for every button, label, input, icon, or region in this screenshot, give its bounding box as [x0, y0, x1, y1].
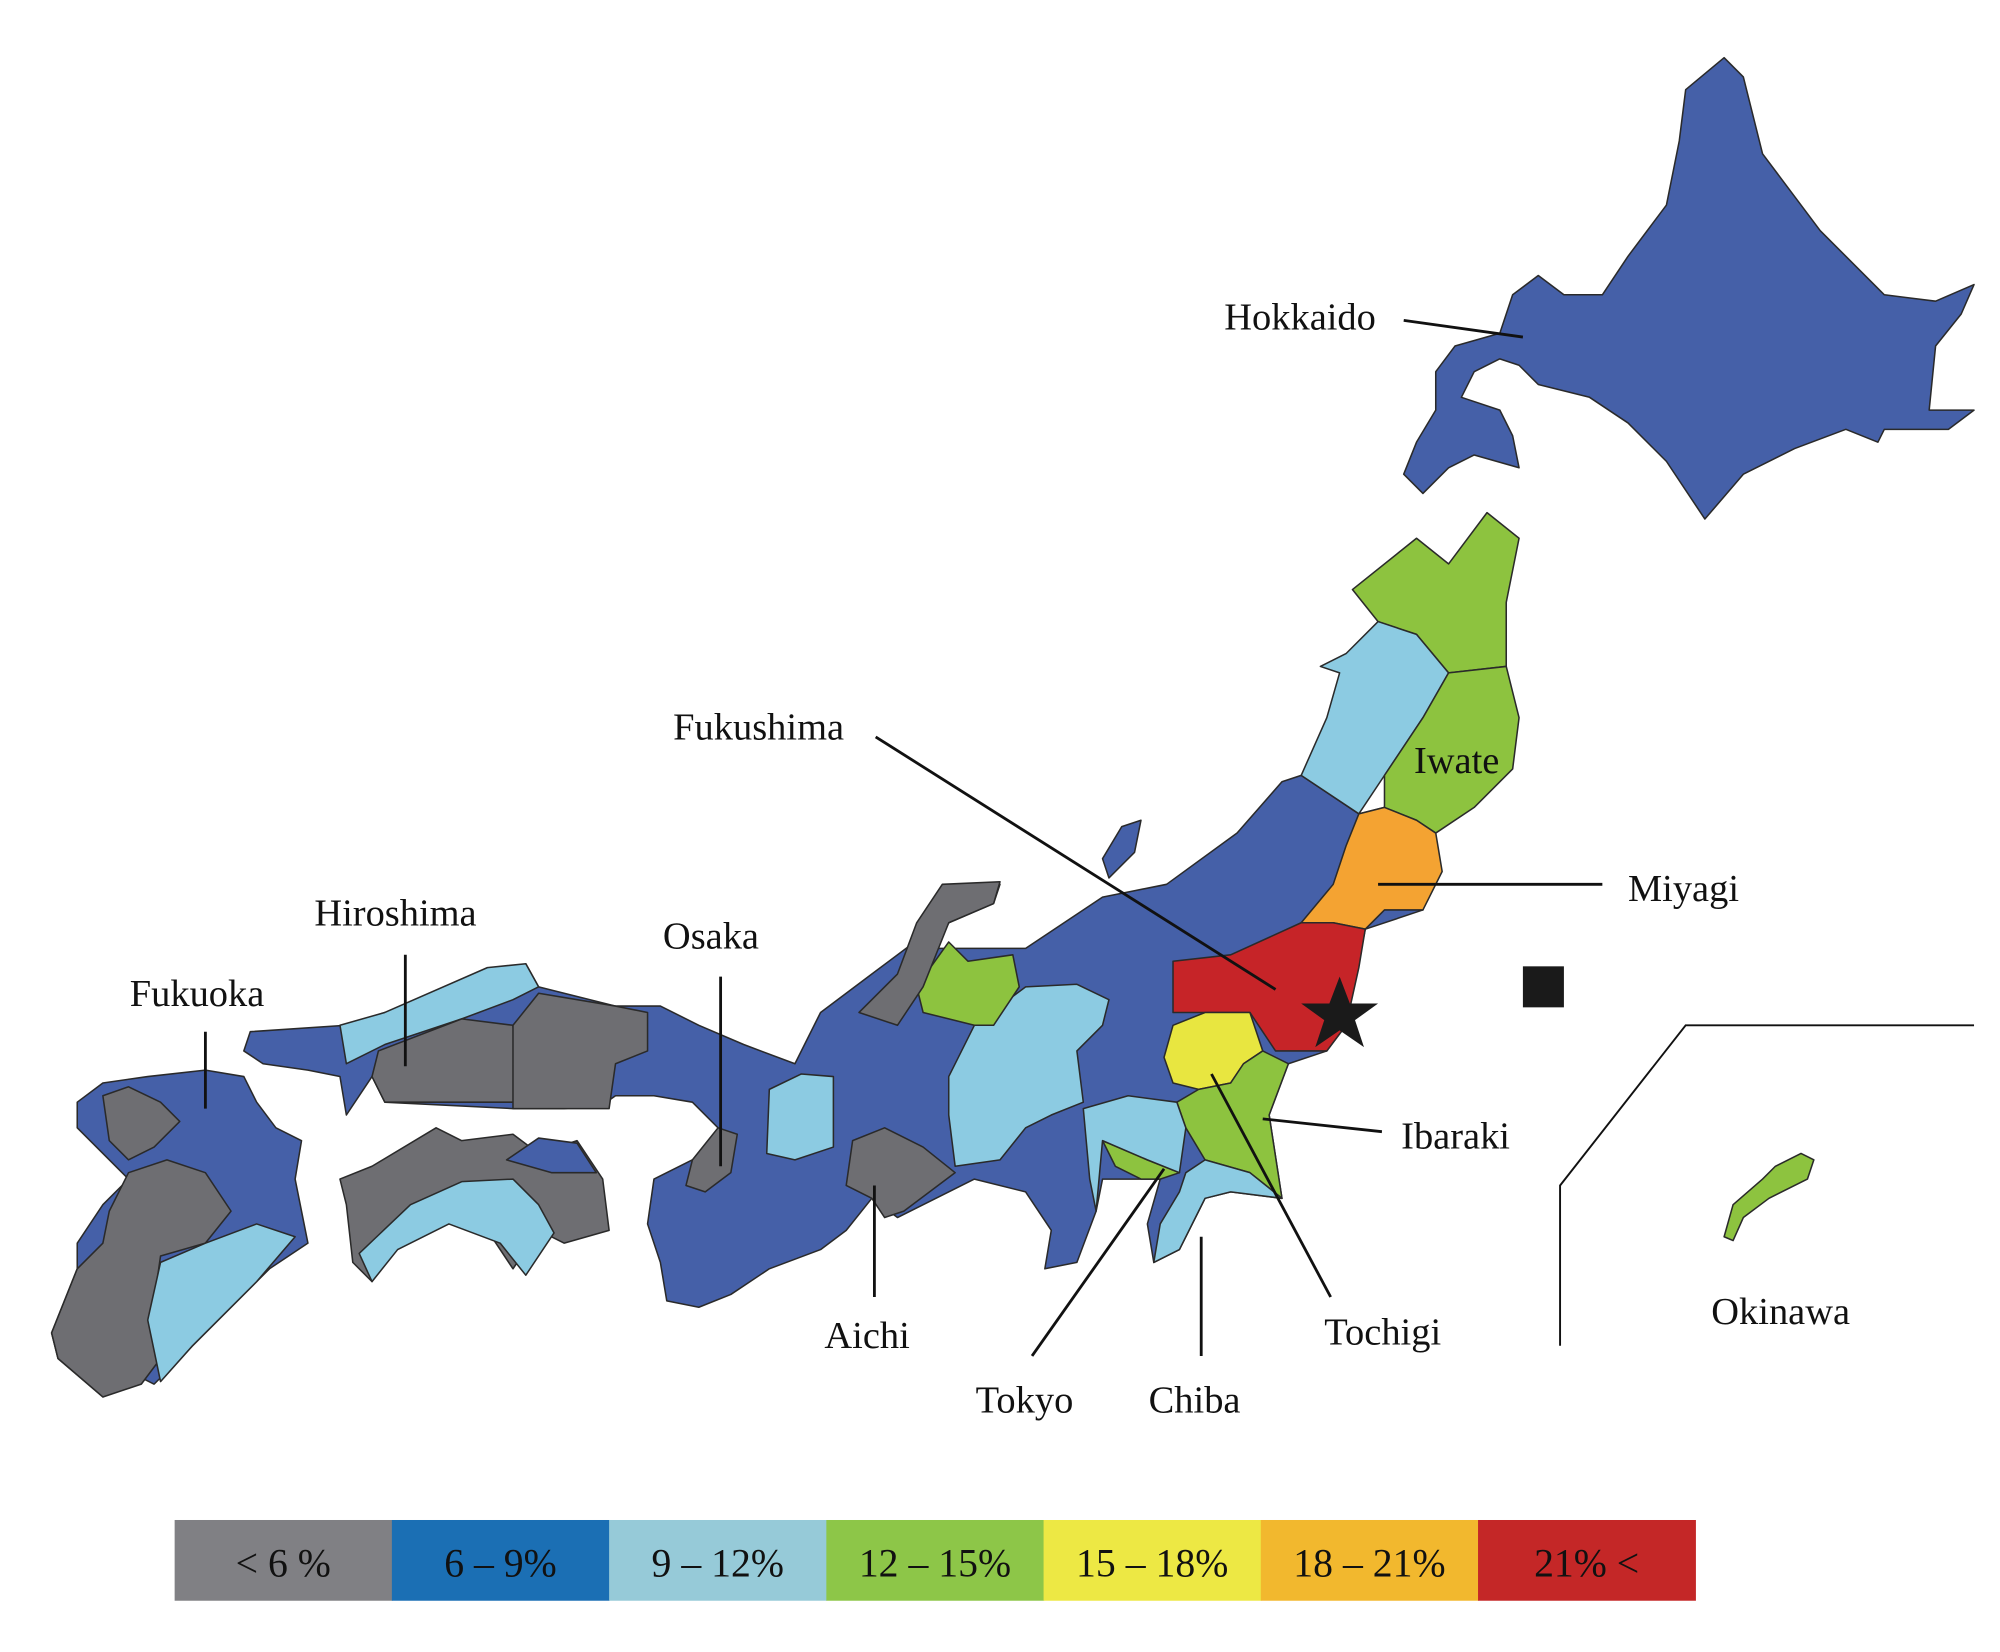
region-okinawa	[1723, 1152, 1815, 1242]
star-icon	[1301, 976, 1379, 1048]
legend-swatch	[1043, 1519, 1262, 1601]
label-chiba: Chiba	[1149, 1379, 1241, 1421]
label-aichi: Aichi	[824, 1315, 909, 1357]
square-icon	[1522, 966, 1564, 1008]
label-osaka: Osaka	[663, 915, 759, 957]
region-kochi	[358, 1178, 555, 1283]
legend-label: 6 – 9%	[444, 1541, 557, 1585]
region-saga-nagasaki	[102, 1086, 181, 1161]
region-okayama	[512, 992, 649, 1110]
legend-swatch	[1260, 1519, 1479, 1601]
label-fukuoka: Fukuoka	[130, 973, 265, 1015]
legend-swatch	[609, 1519, 827, 1601]
region-ibaraki	[1176, 1050, 1290, 1200]
label-tokyo: Tokyo	[976, 1379, 1074, 1421]
legend: < 6 % 6 – 9% 9 – 12% 12 – 15% 15 – 18% 18 – 2…	[174, 1519, 1696, 1601]
label-hiroshima: Hiroshima	[314, 892, 476, 934]
inset-border	[1559, 1024, 1975, 1346]
region-nagano	[947, 983, 1110, 1168]
legend-label: 18 – 21%	[1293, 1541, 1445, 1585]
label-iwate: Iwate	[1414, 740, 1499, 782]
legend-label: < 6 %	[236, 1541, 331, 1585]
label-hokkaido: Hokkaido	[1224, 296, 1376, 338]
region-saitama-kanagawa	[1082, 1095, 1187, 1212]
region-ishikawa	[858, 880, 1001, 1027]
legend-label: 21% <	[1534, 1541, 1639, 1585]
legend-label: 9 – 12%	[652, 1541, 784, 1585]
region-hokkaido	[1402, 56, 1975, 520]
legend-label: 15 – 18%	[1076, 1541, 1228, 1585]
label-ibaraki: Ibaraki	[1401, 1115, 1510, 1157]
legend-swatch	[174, 1519, 393, 1601]
legend-label: 12 – 15%	[859, 1541, 1011, 1585]
region-shimane-tottori	[339, 963, 540, 1065]
region-shiga	[765, 1073, 835, 1161]
leader-lines	[203, 319, 1603, 1357]
region-osaka	[685, 1127, 739, 1193]
region-kumamoto-kagoshima	[50, 1159, 232, 1398]
legend-swatch	[391, 1519, 610, 1601]
label-okinawa: Okinawa	[1711, 1291, 1850, 1333]
label-tochigi: Tochigi	[1324, 1311, 1441, 1353]
region-miyazaki	[146, 1223, 296, 1383]
region-sado-island	[1101, 819, 1142, 879]
region-toyama	[915, 941, 1020, 1027]
label-fukushima: Fukushima	[673, 706, 844, 748]
legend-swatch	[1478, 1519, 1696, 1601]
region-miyagi	[1300, 806, 1443, 930]
region-akita	[1300, 620, 1450, 815]
label-miyagi: Miyagi	[1628, 868, 1739, 910]
legend-swatch	[826, 1519, 1045, 1601]
region-kagawa	[505, 1137, 598, 1174]
